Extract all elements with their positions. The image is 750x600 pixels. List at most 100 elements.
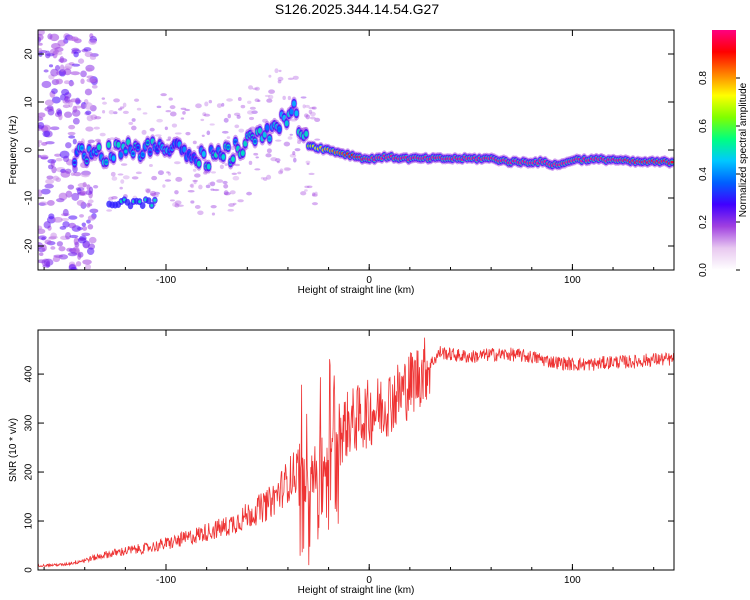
spectrogram-cell	[131, 152, 135, 156]
spectrogram-cell	[165, 110, 172, 113]
spectrogram-cell	[86, 75, 95, 79]
snr-axes: -100 0 100 0 100 200 300 400	[24, 330, 674, 586]
spectrogram-cell	[62, 104, 71, 109]
spectrogram-cell	[227, 208, 235, 212]
spectrogram-cell	[64, 111, 73, 118]
spectrogram-cell	[151, 175, 158, 181]
spectrogram-cell	[209, 123, 215, 126]
spectrogram-cell	[210, 188, 215, 191]
spectrogram-cell	[150, 203, 154, 207]
spectrogram-cell	[87, 203, 93, 207]
spectrogram-cell	[284, 167, 292, 171]
spectrogram-cell	[167, 172, 172, 176]
spectrogram-cell	[85, 110, 92, 115]
spectrogram-cell	[190, 200, 195, 204]
spectrogram-cell	[46, 199, 55, 206]
spectrogram-cell	[119, 106, 125, 109]
spectrogram-cell	[201, 134, 205, 138]
spectrogram-cell	[164, 126, 168, 131]
spectrogram-cell	[139, 202, 146, 210]
spectrogram-cell	[266, 174, 272, 180]
spectrogram-cell	[308, 106, 316, 110]
colorbar-tick-label: 0.0	[698, 263, 709, 277]
spectrogram-cell	[194, 205, 201, 210]
spectrogram-cell	[304, 185, 310, 189]
spectrogram-cell	[193, 179, 197, 185]
spectrogram-cell	[122, 175, 130, 180]
spectrogram-cell	[141, 129, 147, 135]
spectrogram-cell	[71, 63, 81, 67]
spectrogram-cell	[177, 204, 184, 207]
spectrogram-cell	[106, 209, 113, 212]
spectrogram-cell	[300, 96, 307, 99]
spectrogram-cell	[265, 153, 272, 158]
spectrogram-cell	[56, 241, 63, 247]
spectrogram-cell	[284, 120, 289, 127]
spectrogram-cell	[77, 58, 85, 64]
spectrogram-cell	[233, 140, 238, 144]
spectrogram-cell	[102, 110, 106, 114]
spectrogram-cell	[306, 185, 313, 189]
spectrogram-cell	[233, 112, 241, 116]
spectrogram-cell	[81, 222, 86, 227]
spectrogram-cell	[260, 176, 265, 180]
spectrogram-cell	[227, 113, 231, 119]
spectrogram-cell	[113, 111, 118, 115]
spectrogram-cell	[153, 198, 157, 202]
spectrogram-cell	[226, 136, 231, 139]
spectrogram-cell	[40, 188, 51, 195]
spectrogram-ylabel: Frequency (Hz)	[8, 116, 19, 185]
spectrogram-cell	[51, 88, 58, 94]
spectrogram-cell	[274, 158, 281, 163]
spectrogram-cell	[287, 136, 293, 140]
spectrogram-cell	[164, 179, 172, 182]
spectrogram-cell	[106, 142, 111, 149]
spectrogram-cell	[48, 64, 54, 68]
spectrogram-cell	[167, 136, 172, 140]
spectrogram-cell	[53, 216, 63, 223]
spectrogram-cell	[198, 184, 203, 190]
spectrogram-cell	[311, 106, 317, 110]
spectrogram-cell	[51, 96, 61, 104]
spectrogram-cell	[249, 106, 256, 110]
spectrogram-cell	[156, 118, 163, 123]
spectrogram-cell	[43, 221, 51, 229]
spectrogram-cell	[38, 47, 43, 53]
spectrogram-cell	[94, 116, 102, 120]
spectrogram-cell	[231, 157, 235, 161]
spectrogram-cell	[314, 191, 318, 197]
spectrogram-cell	[120, 163, 128, 166]
spectrogram-cell	[153, 191, 161, 195]
spectrogram-cell	[150, 192, 156, 197]
spectrogram-cell	[38, 252, 44, 256]
spectrogram-cell	[194, 173, 201, 178]
spectrogram-cell	[50, 232, 57, 238]
spectrogram-cell	[148, 150, 152, 154]
spectrogram-cell	[184, 108, 191, 112]
spectrogram-cell	[169, 199, 175, 202]
spectrogram-cell	[302, 104, 306, 109]
snr-xlabel: Height of straight line (km)	[298, 585, 415, 596]
spectrogram-cell	[156, 105, 162, 109]
spectrogram-cell	[47, 108, 55, 116]
spectrogram-cell	[38, 140, 43, 144]
spectrogram-cell	[96, 144, 101, 151]
spectrogram-cell	[89, 208, 99, 214]
spectrogram-cell	[264, 94, 270, 98]
spectrogram-cell	[306, 162, 310, 166]
spectrogram-cell	[208, 182, 214, 186]
spectrogram-cell	[43, 69, 49, 73]
spectrogram-cell	[308, 109, 313, 114]
spectrogram-cell	[81, 173, 90, 178]
spectrogram-cell	[74, 241, 80, 248]
spectrogram-cell	[289, 153, 297, 158]
spectrogram-cell	[50, 159, 55, 168]
spectrogram-cell	[65, 231, 71, 240]
spectrogram-cell	[68, 215, 78, 220]
spectrogram-cell	[50, 246, 56, 250]
spectrogram-cell	[128, 121, 134, 125]
spectrogram-cell	[44, 239, 52, 245]
spectrogram-cell	[44, 183, 54, 189]
spectrogram-cell	[59, 150, 70, 159]
spectrogram-cell	[38, 42, 43, 46]
